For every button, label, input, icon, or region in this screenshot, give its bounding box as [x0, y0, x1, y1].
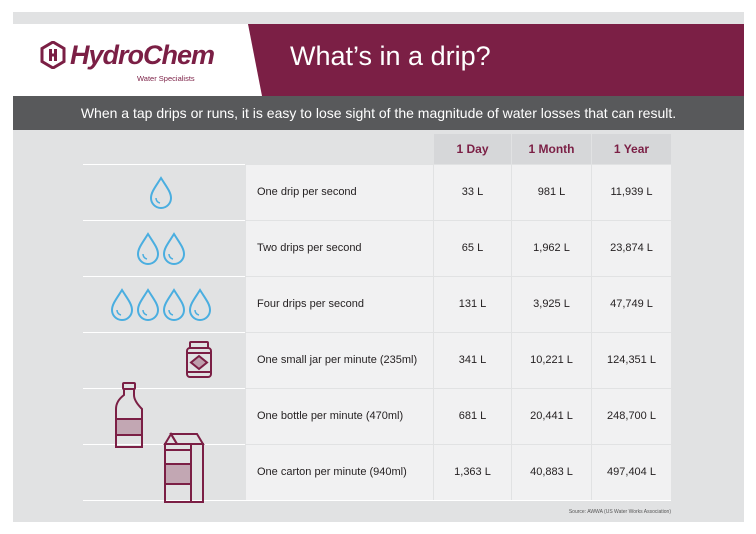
row-icon-cell [83, 277, 245, 332]
value-year: 124,351 L [592, 333, 671, 388]
bottle-icon [115, 382, 143, 448]
value-month: 981 L [512, 165, 591, 220]
value-day: 131 L [434, 277, 511, 332]
value-day: 1,363 L [434, 445, 511, 500]
row-label: One drip per second [257, 186, 357, 198]
value-day: 33 L [434, 165, 511, 220]
row-icon-cell [83, 333, 245, 388]
header-1-day: 1 Day [434, 134, 511, 164]
subtitle-bar: When a tap drips or runs, it is easy to … [13, 96, 744, 130]
header-1-month: 1 Month [512, 134, 591, 164]
value-year: 11,939 L [592, 165, 671, 220]
source-note: Source: AWWA (US Water Works Association… [568, 509, 671, 515]
value-month: 10,221 L [512, 333, 591, 388]
row-label: Two drips per second [257, 242, 362, 254]
table-row: One carton per minute (940ml) 1,363 L 40… [83, 445, 671, 500]
table-row: Four drips per second 131 L 3,925 L 47,7… [83, 277, 671, 332]
logo: HydroChem Water Specialists [13, 24, 263, 96]
table-row: Two drips per second 65 L 1,962 L 23,874… [83, 221, 671, 276]
hexagon-logo-icon [40, 41, 66, 69]
value-month: 3,925 L [512, 277, 591, 332]
value-year: 47,749 L [592, 277, 671, 332]
row-label: One small jar per minute (235ml) [257, 354, 418, 366]
water-drop-icon [149, 176, 173, 209]
value-year: 497,404 L [592, 445, 671, 500]
row-label: Four drips per second [257, 298, 364, 310]
value-month: 40,883 L [512, 445, 591, 500]
row-label: One bottle per minute (470ml) [257, 410, 404, 422]
value-month: 20,441 L [512, 389, 591, 444]
subtitle: When a tap drips or runs, it is easy to … [80, 105, 677, 121]
header-1-year: 1 Year [592, 134, 671, 164]
value-day: 681 L [434, 389, 511, 444]
value-day: 65 L [434, 221, 511, 276]
row-icon-cell [83, 221, 245, 276]
page-title: What’s in a drip? [290, 41, 491, 71]
jar-icon [186, 341, 212, 378]
value-year: 248,700 L [592, 389, 671, 444]
carton-icon [163, 432, 205, 503]
row-icon-cell [83, 165, 245, 220]
brand-tagline: Water Specialists [137, 74, 195, 83]
title-banner: What’s in a drip? [248, 24, 744, 96]
infographic-card: HydroChem Water Specialists What’s in a … [13, 12, 744, 522]
value-year: 23,874 L [592, 221, 671, 276]
brand-name: HydroChem [70, 40, 215, 70]
row-label: One carton per minute (940ml) [257, 466, 407, 478]
value-day: 341 L [434, 333, 511, 388]
table-row: One small jar per minute (235ml) 341 L 1… [83, 333, 671, 388]
value-month: 1,962 L [512, 221, 591, 276]
table-row: One bottle per minute (470ml) 681 L 20,4… [83, 389, 671, 444]
water-drop-icon [136, 232, 186, 265]
table-row: One drip per second 33 L 981 L 11,939 L [83, 165, 671, 220]
water-drop-icon [110, 288, 212, 321]
